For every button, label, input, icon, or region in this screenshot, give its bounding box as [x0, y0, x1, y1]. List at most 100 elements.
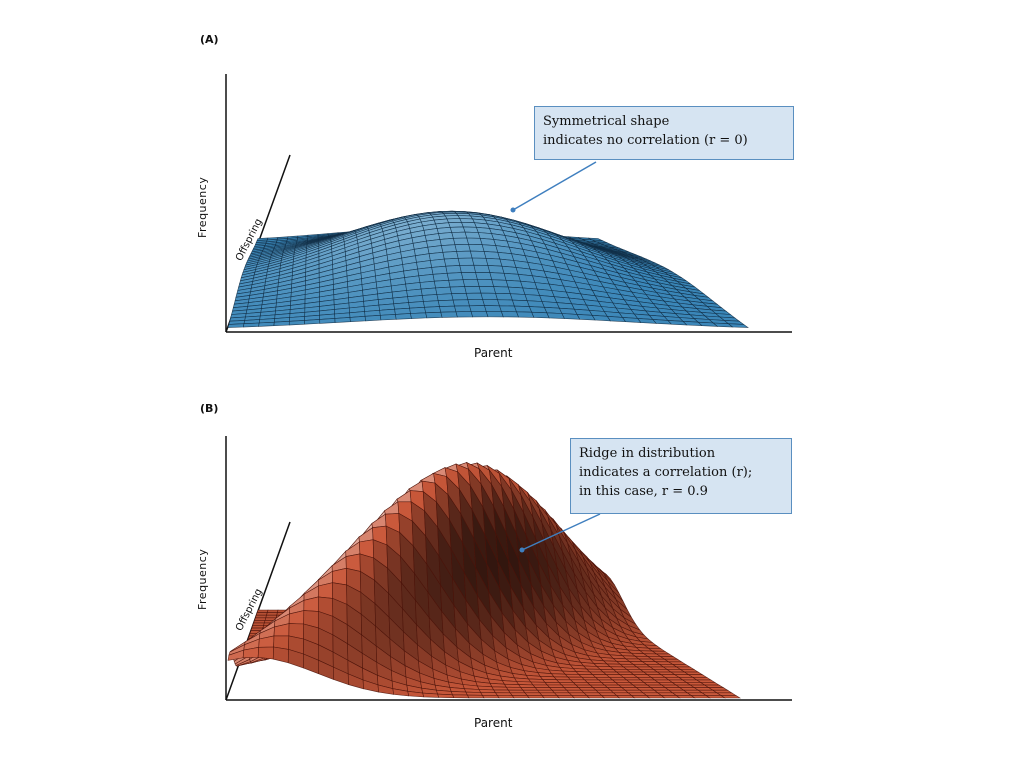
- surface-cell: [421, 294, 439, 302]
- surface-cell: [507, 689, 526, 694]
- surface-cell: [437, 693, 455, 699]
- surface-cell: [461, 221, 477, 228]
- surface-cell: [288, 320, 305, 326]
- surface-cell: [251, 625, 264, 629]
- surface-plot-a: [225, 74, 792, 333]
- surface-cell: [304, 319, 321, 325]
- surface-cell: [457, 257, 475, 266]
- surface-cell: [497, 299, 515, 307]
- surface-cell: [464, 231, 481, 239]
- surface-cell: [536, 689, 556, 694]
- surface-cell: [420, 287, 438, 296]
- surface-cell: [255, 612, 268, 616]
- surface-cell: [273, 320, 290, 327]
- surface-plot-b: [225, 436, 792, 701]
- surface-cell: [483, 251, 501, 260]
- surface-cell: [445, 265, 462, 274]
- surface-cell: [384, 501, 400, 515]
- surface-cell: [442, 251, 459, 260]
- surface-cell: [424, 306, 442, 314]
- surface-cell: [466, 694, 485, 699]
- surface-cell: [719, 695, 742, 699]
- y-axis-label-b: Frequency: [196, 548, 209, 610]
- surface-cell: [534, 687, 553, 691]
- surface-cell: [485, 257, 503, 267]
- surface-cell: [509, 692, 528, 696]
- annotation-pointer-dot: [510, 207, 516, 213]
- x-axis-label-b: Parent: [474, 716, 513, 730]
- surface-cell: [242, 322, 260, 328]
- surface-cell: [395, 313, 412, 320]
- annotation-line: Symmetrical shape: [543, 114, 670, 129]
- surface-cell: [254, 617, 267, 621]
- surface-cell: [511, 299, 530, 307]
- surface-cell: [451, 292, 469, 301]
- surface-mesh: [227, 461, 742, 699]
- surface-cell: [466, 237, 483, 246]
- surface-cell: [489, 272, 507, 281]
- panel-label-a: (A): [200, 33, 219, 46]
- annotation-line: indicates a correlation (r);: [579, 465, 753, 480]
- surface-cell: [467, 299, 485, 307]
- surface-cell: [493, 689, 511, 694]
- surface-cell: [465, 292, 484, 301]
- surface-cell: [409, 306, 427, 314]
- surface-cell: [431, 265, 448, 275]
- surface-cell: [319, 318, 336, 324]
- surface-cell: [448, 279, 466, 288]
- surface-cell: [471, 257, 489, 266]
- chart-panel-b: (B) Frequency Offspring Parent Ridge in …: [0, 384, 1024, 768]
- surface-cell: [440, 311, 458, 318]
- annotation-box-b: Ridge in distribution indicates a correl…: [570, 438, 792, 514]
- surface-cell: [462, 279, 480, 287]
- surface-cell: [509, 293, 528, 302]
- surface-cell: [505, 279, 524, 289]
- surface-cell: [452, 299, 470, 307]
- surface-cell: [451, 231, 468, 239]
- surface-cell: [475, 272, 493, 281]
- surface-cell: [461, 272, 478, 281]
- surface-cell: [478, 286, 496, 294]
- surface-cell: [491, 686, 509, 691]
- surface-cell: [439, 305, 457, 313]
- surface-cell: [455, 311, 474, 318]
- surface-cell: [441, 244, 457, 253]
- surface-cell: [462, 226, 479, 233]
- surface-cell: [456, 250, 473, 259]
- surface-cell: [256, 609, 269, 613]
- surface-cell: [727, 323, 749, 328]
- panel-label-b: (B): [200, 402, 219, 415]
- surface-cell: [433, 279, 451, 289]
- annotation-pointer: [521, 513, 601, 551]
- surface-cell: [468, 243, 485, 252]
- surface-cell: [379, 314, 397, 321]
- annotation-line: indicates no correlation (r = 0): [543, 133, 748, 148]
- surface-cell: [265, 614, 278, 619]
- surface-cell: [505, 686, 524, 691]
- surface-cell: [481, 694, 500, 699]
- surface-mesh: [227, 210, 749, 328]
- chart-panel-a: (A) Frequency Offspring Parent Symmetric…: [196, 33, 794, 360]
- surface-cell: [423, 300, 440, 308]
- surface-cell: [480, 692, 498, 696]
- surface-cell: [541, 695, 560, 699]
- surface-cell: [470, 250, 487, 259]
- surface-cell: [507, 286, 526, 295]
- surface-cell: [349, 315, 366, 323]
- surface-cell: [516, 311, 535, 318]
- surface-cell: [439, 237, 456, 246]
- surface-cell: [499, 305, 517, 313]
- surface-cell: [484, 305, 502, 312]
- surface-cell: [266, 612, 278, 616]
- surface-cell: [443, 257, 461, 267]
- y-axis-label-a: Frequency: [196, 176, 209, 238]
- surface-cell: [437, 299, 455, 307]
- annotation-pointer: [512, 161, 597, 211]
- surface-cell: [448, 221, 464, 228]
- surface-cell: [511, 695, 530, 699]
- surface-cell: [422, 692, 440, 698]
- surface-cell: [524, 692, 543, 696]
- surface-cell: [371, 513, 387, 529]
- surface-cell: [464, 286, 482, 294]
- surface-cell: [252, 622, 265, 626]
